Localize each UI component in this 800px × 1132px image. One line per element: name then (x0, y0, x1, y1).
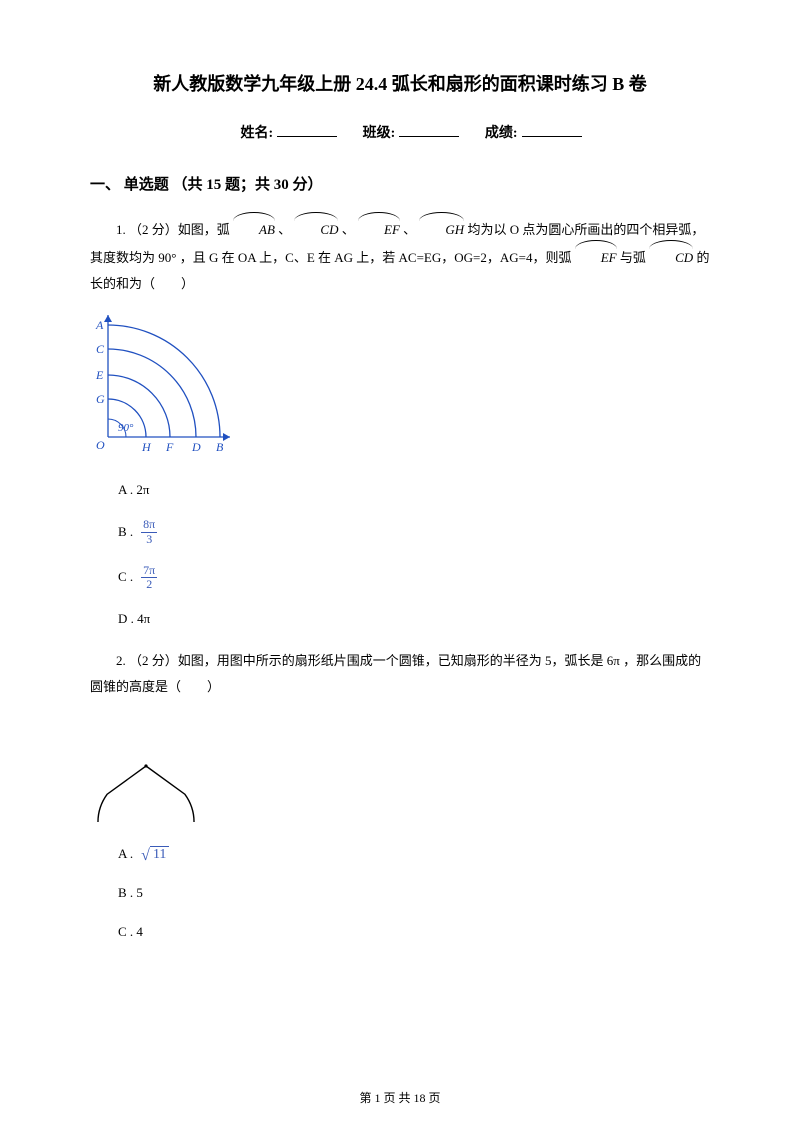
svg-text:A: A (95, 318, 104, 332)
name-label: 姓名: (240, 126, 273, 141)
score-blank[interactable] (522, 123, 582, 137)
question-1: 1. （2 分）如图，弧 AB 、 CD 、 EF 、 GH 均为以 O 点为圆… (90, 215, 710, 297)
name-blank[interactable] (277, 123, 337, 137)
q1-mid2: 与弧 (620, 250, 649, 265)
q2-opta-rad: 11 (150, 846, 169, 864)
svg-text:H: H (141, 440, 152, 454)
q2-option-a: A . √ 11 (118, 844, 710, 865)
q2-options: A . √ 11 B . 5 C . 4 (118, 844, 710, 942)
fraction-icon: 8π 3 (141, 518, 157, 545)
arc-cd: CD (294, 215, 338, 243)
footer-mid: 页 共 (380, 1091, 413, 1105)
footer-total: 18 (414, 1091, 426, 1105)
sqrt-icon: √ 11 (141, 846, 169, 864)
q1-options: A . 2π B . 8π 3 C . 7π 2 D . 4π (118, 480, 710, 630)
q1-optb-pre: B . (118, 522, 133, 543)
svg-text:B: B (216, 440, 224, 454)
q2-option-c: C . 4 (118, 922, 710, 943)
radical-symbol: √ (141, 848, 150, 864)
svg-text:G: G (96, 392, 105, 406)
svg-text:E: E (95, 368, 104, 382)
class-blank[interactable] (399, 123, 459, 137)
q2-figure (90, 710, 710, 830)
q1-optc-num: 7π (141, 564, 157, 578)
class-label: 班级: (363, 126, 396, 141)
score-label: 成绩: (485, 126, 518, 141)
q1-option-c: C . 7π 2 (118, 564, 710, 591)
question-2: 2. （2 分）如图，用图中所示的扇形纸片围成一个圆锥，已知扇形的半径为 5，弧… (90, 648, 710, 700)
svg-text:C: C (96, 342, 105, 356)
q1-optb-den: 3 (144, 533, 154, 546)
q2-opta-pre: A . (118, 844, 133, 865)
arc-ef: EF (358, 215, 400, 243)
page-footer: 第 1 页 共 18 页 (0, 1089, 800, 1108)
sector-diagram (90, 710, 202, 822)
q1-text-prefix: 1. （2 分）如图，弧 (116, 222, 233, 237)
arc-ab: AB (233, 215, 275, 243)
svg-text:O: O (96, 438, 105, 452)
svg-text:F: F (165, 440, 174, 454)
q2-option-b: B . 5 (118, 883, 710, 904)
q1-sep2: 、 (342, 222, 358, 237)
q1-option-a: A . 2π (118, 480, 710, 501)
fraction-icon: 7π 2 (141, 564, 157, 591)
footer-post: 页 (426, 1091, 441, 1105)
q1-optb-num: 8π (141, 518, 157, 532)
footer-pre: 第 (359, 1091, 374, 1105)
section-header: 一、 单选题 （共 15 题；共 30 分） (90, 173, 710, 197)
q1-optc-pre: C . (118, 567, 133, 588)
q1-sep3: 、 (403, 222, 419, 237)
q1-option-d: D . 4π (118, 609, 710, 630)
arc-gh: GH (419, 215, 464, 243)
svg-text:D: D (191, 440, 201, 454)
arc-ef-2: EF (575, 243, 617, 271)
q1-sep1: 、 (278, 222, 294, 237)
svg-text:90°: 90° (118, 422, 134, 434)
q1-figure: 90° ACEG O HF D B (90, 307, 710, 465)
arc-cd-2: CD (649, 243, 693, 271)
arcs-diagram: 90° ACEG O HF D B (90, 307, 260, 457)
page-title: 新人教版数学九年级上册 24.4 弧长和扇形的面积课时练习 B 卷 (90, 70, 710, 99)
q1-option-b: B . 8π 3 (118, 518, 710, 545)
q1-optc-den: 2 (144, 578, 154, 591)
student-info-row: 姓名: 班级: 成绩: (90, 123, 710, 145)
